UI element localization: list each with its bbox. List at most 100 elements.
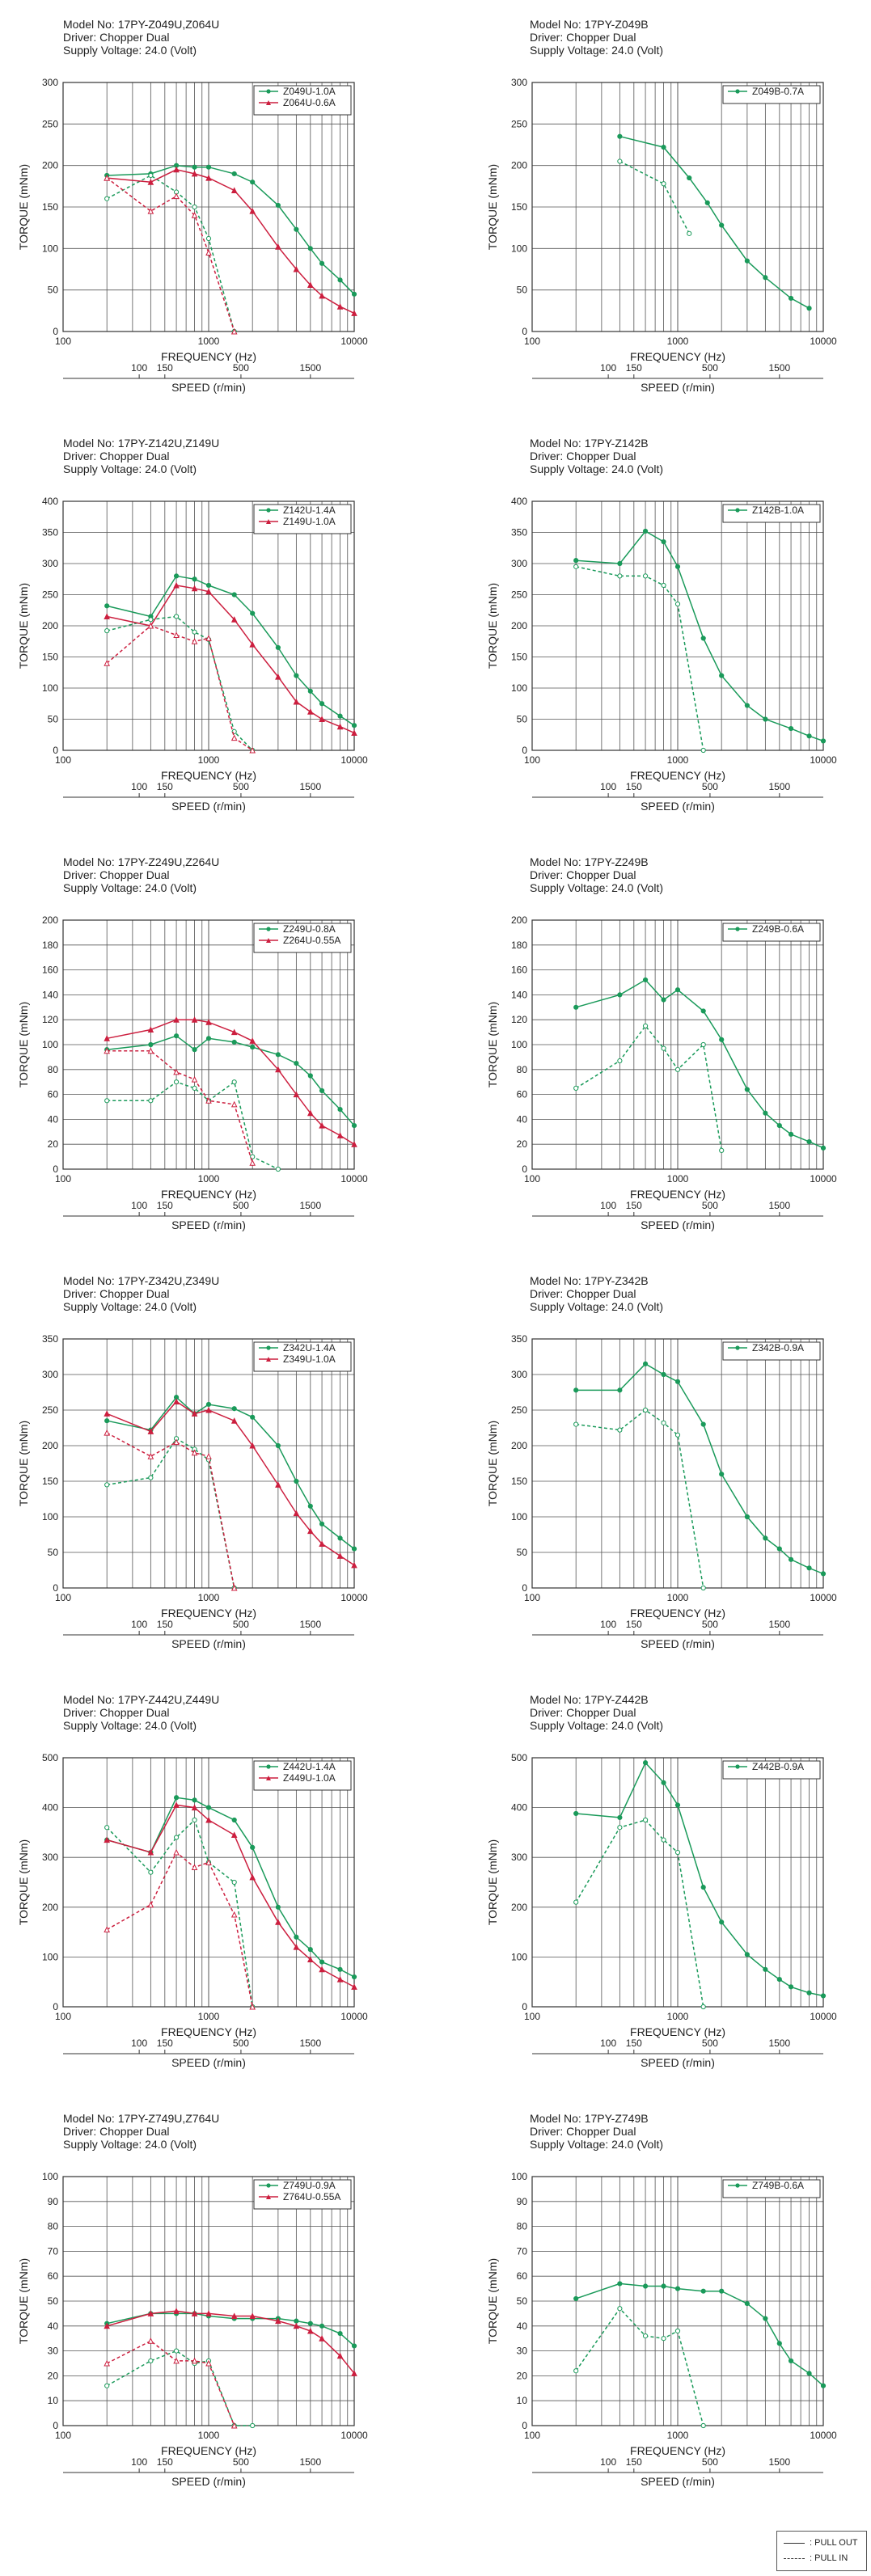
y-tick-label: 50	[517, 1547, 528, 1558]
data-point	[700, 636, 706, 641]
data-point	[573, 564, 579, 569]
y-tick-label: 50	[48, 1547, 59, 1558]
y-tick-label: 160	[511, 965, 527, 976]
data-point	[148, 617, 154, 623]
y-tick-label: 50	[517, 285, 528, 296]
y-tick-label: 200	[511, 914, 527, 926]
header-supply: Supply Voltage: 24.0 (Volt)	[530, 44, 663, 57]
data-point	[573, 1387, 579, 1393]
data-point	[700, 2004, 706, 2010]
data-point	[642, 1361, 649, 1366]
data-point	[319, 701, 325, 707]
data-point	[205, 164, 212, 170]
x-axis-label: FREQUENCY (Hz)	[630, 2444, 725, 2457]
x-tick-label: 100	[524, 1592, 540, 1603]
x-axis-label: FREQUENCY (Hz)	[161, 1607, 256, 1620]
data-point	[148, 1041, 154, 1048]
data-point	[763, 716, 768, 722]
chart-header: Model No: 17PY-Z342U,Z349U Driver: Choppe…	[63, 1274, 219, 1313]
chart-header: Model No: 17PY-Z142B Driver: Chopper Dual…	[530, 437, 663, 475]
y-tick-label: 100	[42, 243, 58, 254]
data-point	[191, 1076, 198, 1083]
solid-line-swatch	[784, 2542, 805, 2544]
data-point	[806, 1990, 812, 1995]
legend-series-label: Z049B-0.7A	[752, 86, 804, 97]
data-point	[319, 1087, 325, 1094]
data-point	[661, 997, 666, 1003]
data-point	[192, 1085, 197, 1091]
speed-tick-label: 500	[233, 1200, 249, 1211]
data-point	[205, 235, 212, 242]
data-point	[687, 230, 692, 236]
data-point	[104, 613, 110, 619]
data-point	[104, 1098, 110, 1104]
data-point	[719, 2288, 725, 2294]
data-point	[719, 673, 725, 678]
x-axis-label: FREQUENCY (Hz)	[630, 2025, 725, 2038]
y-tick-label: 250	[511, 118, 527, 129]
x-tick-label: 100	[524, 2430, 540, 2441]
speed-tick-label: 1500	[299, 1619, 321, 1630]
data-point	[351, 291, 357, 297]
y-tick-label: 350	[511, 1333, 527, 1345]
torque-frequency-chart: 0 50 100 150 200 250 300 100 1000 10000 FREQUENCY …	[17, 77, 368, 394]
data-point	[719, 222, 725, 228]
data-point	[351, 1123, 357, 1129]
data-point	[205, 635, 212, 641]
data-point	[104, 1825, 110, 1831]
data-point	[319, 2323, 325, 2329]
series-line-pull-out	[106, 1797, 355, 1978]
data-point	[191, 585, 198, 592]
data-point	[674, 1379, 681, 1384]
data-point	[319, 2335, 325, 2342]
legend-series-label: Z749B-0.6A	[752, 2180, 804, 2191]
chart-header: Model No: 17PY-Z749U,Z764U Driver: Choppe…	[63, 2112, 219, 2151]
y-tick-label: 90	[517, 2196, 528, 2207]
data-point	[205, 1401, 212, 1408]
data-point	[104, 603, 110, 609]
data-point	[319, 292, 325, 299]
x-tick-label: 100	[55, 1173, 71, 1185]
legend-marker	[735, 927, 740, 931]
x-tick-label: 10000	[810, 1592, 837, 1603]
series-line-pull-out	[576, 530, 824, 742]
legend-series-label: Z249U-0.8A	[283, 923, 336, 935]
y-tick-label: 200	[42, 914, 58, 926]
data-point	[617, 1387, 623, 1393]
y-tick-label: 100	[511, 243, 527, 254]
data-point	[293, 265, 300, 272]
x-tick-label: 1000	[667, 1592, 689, 1603]
header-driver: Driver: Chopper Dual	[530, 31, 636, 44]
data-point	[704, 200, 710, 205]
data-point	[763, 2316, 768, 2321]
data-point	[788, 295, 794, 302]
legend-marker	[266, 1764, 271, 1769]
data-point	[674, 1849, 681, 1856]
data-point	[700, 1008, 706, 1014]
speed-tick-label: 500	[233, 2456, 249, 2468]
legend-series-label: Z064U-0.6A	[283, 97, 336, 108]
y-tick-label: 300	[42, 1852, 58, 1863]
y-tick-label: 180	[42, 940, 58, 951]
y-tick-label: 150	[42, 652, 58, 663]
data-point	[173, 1438, 180, 1446]
y-tick-label: 0	[53, 326, 58, 337]
y-tick-label: 200	[511, 160, 527, 171]
data-point	[337, 1106, 343, 1113]
data-point	[642, 1817, 649, 1823]
torque-chart-panel: Model No: 17PY-Z342B Driver: Chopper Dual…	[469, 1274, 871, 1695]
speed-tick-label: 500	[702, 781, 718, 792]
x-tick-label: 100	[524, 754, 540, 766]
data-point	[147, 2310, 154, 2316]
data-point	[230, 187, 238, 193]
legend-series-label: Z442U-1.4A	[283, 1761, 336, 1772]
x-tick-label: 100	[55, 2011, 71, 2022]
data-point	[788, 1131, 794, 1137]
data-point	[230, 1100, 238, 1108]
series-line-pull-out	[576, 1761, 824, 1997]
data-point	[700, 1585, 706, 1591]
x-tick-label: 100	[55, 754, 71, 766]
header-model: Model No: 17PY-Z749B	[530, 2112, 649, 2125]
series-line-pull-in	[106, 1818, 253, 2008]
data-point	[617, 133, 623, 139]
